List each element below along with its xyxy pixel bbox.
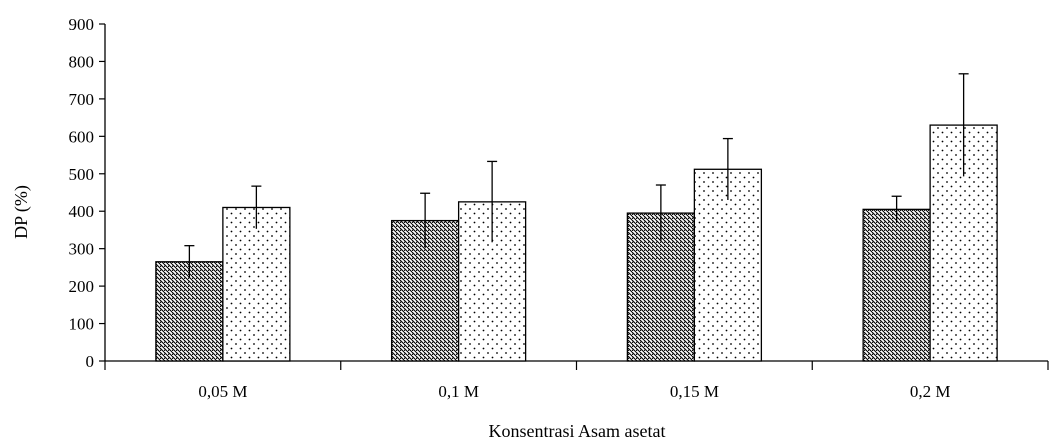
y-axis-title: DP (%) xyxy=(11,185,32,239)
y-tick-label: 0 xyxy=(86,352,95,371)
y-tick-label: 500 xyxy=(69,165,95,184)
y-tick-label: 200 xyxy=(69,277,95,296)
bars-group xyxy=(155,124,998,362)
y-tick-label: 100 xyxy=(69,315,95,334)
error-bars-group xyxy=(184,73,969,278)
bar-series-2 xyxy=(693,168,763,362)
x-tick-label: 0,2 M xyxy=(910,382,951,401)
x-tick-label: 0,1 M xyxy=(438,382,479,401)
bar-series-1 xyxy=(155,261,224,362)
y-tick-label: 300 xyxy=(69,240,95,259)
y-axis: 0 100 200 300 400 500 600 700 800 900 xyxy=(69,15,106,371)
x-tick-label: 0,05 M xyxy=(198,382,247,401)
y-tick-label: 400 xyxy=(69,202,95,221)
y-tick-label: 700 xyxy=(69,90,95,109)
y-tick-label: 800 xyxy=(69,52,95,71)
y-tick-label: 900 xyxy=(69,15,95,34)
bar-series-1 xyxy=(862,208,931,362)
x-tick-label: 0,15 M xyxy=(670,382,719,401)
y-tick-label: 600 xyxy=(69,127,95,146)
bar-series-2 xyxy=(222,206,291,362)
x-axis-title: Konsentrasi Asam asetat xyxy=(489,421,666,441)
x-axis: 0,05 M 0,1 M 0,15 M 0,2 M xyxy=(104,360,1049,401)
